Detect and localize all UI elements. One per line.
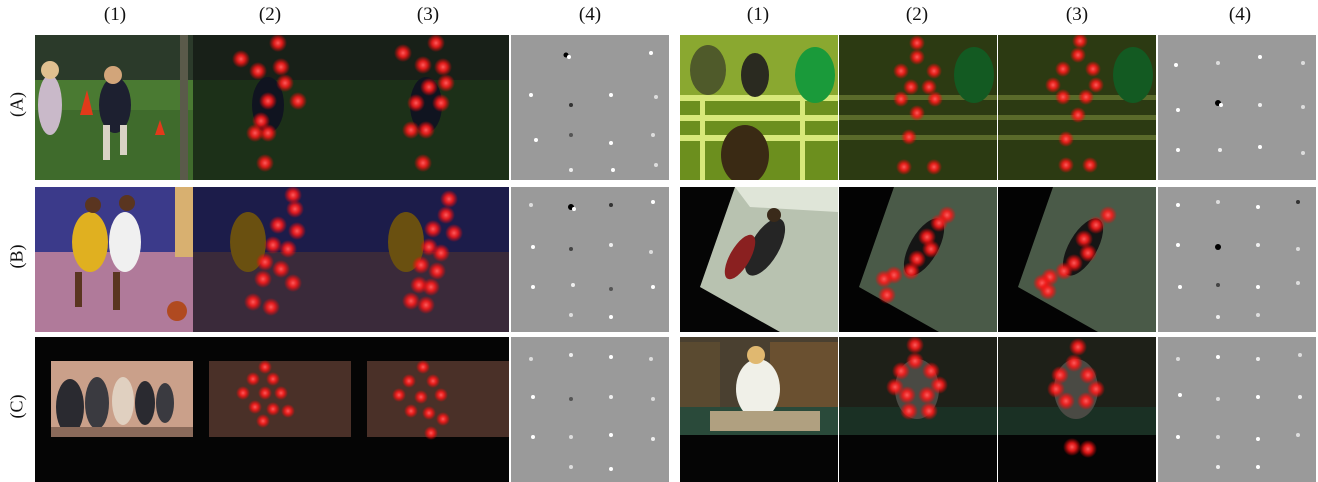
col-label-3-left: (3) [416, 4, 440, 25]
panel-a2-right-heatmap [839, 35, 997, 180]
panel-a3-right-heatmap [998, 35, 1156, 180]
row-label-a: (A) [6, 92, 27, 117]
col-label-3-right: (3) [1065, 4, 1089, 25]
panel-c3-heatmap [351, 337, 509, 482]
panel-b4-gradient-map [511, 187, 669, 332]
col-label-2-left: (2) [258, 4, 282, 25]
row-label-b: (B) [6, 244, 27, 269]
panel-b1-image [35, 187, 193, 332]
panel-b4-right-gradient-map [1158, 187, 1316, 332]
panel-b2-heatmap [193, 187, 351, 332]
panel-a1-image [35, 35, 193, 180]
panel-a4-gradient-map [511, 35, 669, 180]
panel-c4-gradient-map [511, 337, 669, 482]
panel-c1-image [35, 337, 193, 482]
panel-c1-right-image [680, 337, 838, 482]
col-label-4-right: (4) [1228, 4, 1252, 25]
panel-b2-right-heatmap [839, 187, 997, 332]
row-label-c: (C) [6, 394, 27, 419]
panel-a2-heatmap [193, 35, 351, 180]
col-label-2-right: (2) [905, 4, 929, 25]
panel-a4-right-gradient-map [1158, 35, 1316, 180]
panel-b1-right-image [680, 187, 838, 332]
col-label-4-left: (4) [578, 4, 602, 25]
panel-b3-heatmap [351, 187, 509, 332]
panel-a1-right-image [680, 35, 838, 180]
panel-c3-right-heatmap [998, 337, 1156, 482]
col-label-1-left: (1) [103, 4, 127, 25]
panel-a3-heatmap [351, 35, 509, 180]
panel-b3-right-heatmap [998, 187, 1156, 332]
panel-c2-heatmap [193, 337, 351, 482]
col-label-1-right: (1) [746, 4, 770, 25]
panel-c4-right-gradient-map [1158, 337, 1316, 482]
panel-c2-right-heatmap [839, 337, 997, 482]
